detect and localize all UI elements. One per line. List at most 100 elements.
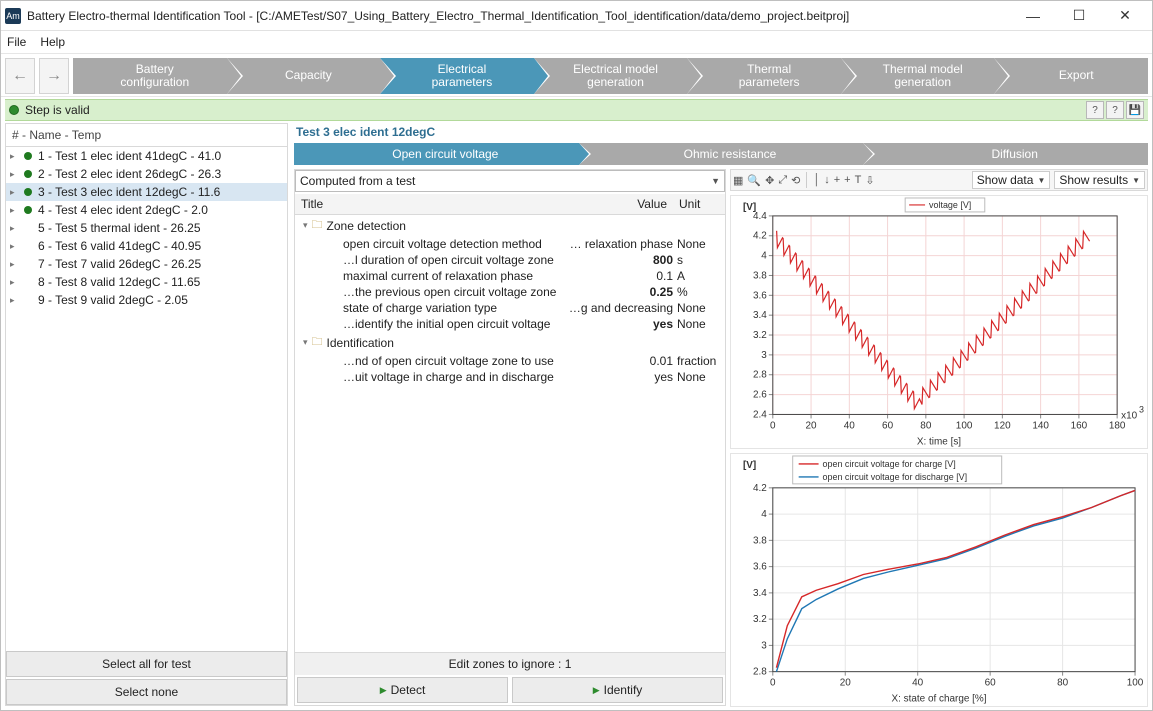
tool-cursor-h-icon[interactable]: ↓ bbox=[824, 174, 830, 186]
sidebar-item-0[interactable]: ▸1 - Test 1 elec ident 41degC - 41.0 bbox=[6, 147, 287, 165]
svg-text:3: 3 bbox=[1139, 404, 1144, 414]
tool-cursor-v-icon[interactable]: │ bbox=[813, 174, 820, 186]
minimize-button[interactable]: — bbox=[1010, 2, 1056, 30]
param-group[interactable]: ▾🗀Identification bbox=[295, 332, 725, 353]
source-dropdown[interactable]: Computed from a test ▼ bbox=[295, 170, 725, 192]
step-1[interactable]: Capacity bbox=[227, 58, 381, 94]
svg-text:3.4: 3.4 bbox=[753, 310, 767, 321]
tool-text-icon[interactable]: T bbox=[855, 174, 862, 186]
show-results-dropdown[interactable]: Show results▼ bbox=[1054, 171, 1145, 189]
status-text: Step is valid bbox=[25, 103, 90, 117]
svg-text:140: 140 bbox=[1032, 420, 1049, 431]
svg-text:open circuit voltage for charg: open circuit voltage for charge [V] bbox=[823, 459, 956, 469]
window-title: Battery Electro-thermal Identification T… bbox=[27, 9, 1010, 23]
svg-text:4.2: 4.2 bbox=[753, 483, 767, 494]
source-dropdown-label: Computed from a test bbox=[300, 174, 415, 188]
tool-reset-icon[interactable]: ⟲ bbox=[791, 174, 800, 187]
svg-text:2.8: 2.8 bbox=[753, 667, 767, 678]
sidebar-item-4[interactable]: ▸5 - Test 5 thermal ident - 26.25 bbox=[6, 219, 287, 237]
select-none-button[interactable]: Select none bbox=[6, 679, 287, 705]
step-next-button[interactable]: → bbox=[39, 58, 69, 94]
svg-text:40: 40 bbox=[844, 420, 856, 431]
chart-ocv-soc: 0204060801002.833.23.43.63.844.2[V]X: st… bbox=[730, 453, 1148, 707]
menubar: File Help bbox=[1, 31, 1152, 53]
sidebar-item-5[interactable]: ▸6 - Test 6 valid 41degC - 40.95 bbox=[6, 237, 287, 255]
svg-text:3.8: 3.8 bbox=[753, 536, 767, 547]
param-group[interactable]: ▾🗀Zone detection bbox=[295, 215, 725, 236]
chevron-down-icon: ▼ bbox=[711, 176, 720, 186]
param-row[interactable]: …nd of open circuit voltage zone to use0… bbox=[295, 353, 725, 369]
param-row[interactable]: …l duration of open circuit voltage zone… bbox=[295, 252, 725, 268]
step-5[interactable]: Thermal modelgeneration bbox=[841, 58, 995, 94]
detect-button[interactable]: ▶Detect bbox=[297, 677, 508, 703]
sidebar-item-3[interactable]: ▸4 - Test 4 elec ident 2degC - 2.0 bbox=[6, 201, 287, 219]
select-all-button[interactable]: Select all for test bbox=[6, 651, 287, 677]
param-row[interactable]: …the previous open circuit voltage zone0… bbox=[295, 284, 725, 300]
tool-parent-icon[interactable]: ▦ bbox=[733, 174, 743, 187]
param-row[interactable]: open circuit voltage detection method… r… bbox=[295, 236, 725, 252]
app-icon: Am bbox=[5, 8, 21, 24]
svg-text:open circuit voltage for disch: open circuit voltage for discharge [V] bbox=[823, 472, 968, 482]
subtab-0[interactable]: Open circuit voltage bbox=[294, 143, 579, 165]
maximize-button[interactable]: ☐ bbox=[1056, 2, 1102, 30]
svg-text:80: 80 bbox=[1057, 678, 1069, 689]
help-button-2[interactable]: ? bbox=[1106, 101, 1124, 119]
param-row[interactable]: state of charge variation type…g and dec… bbox=[295, 300, 725, 316]
step-4[interactable]: Thermalparameters bbox=[687, 58, 841, 94]
main-title: Test 3 elec ident 12degC bbox=[294, 123, 1148, 143]
svg-text:100: 100 bbox=[1127, 678, 1144, 689]
identify-button[interactable]: ▶Identify bbox=[512, 677, 723, 703]
sidebar-item-2[interactable]: ▸3 - Test 3 elec ident 12degC - 11.6 bbox=[6, 183, 287, 201]
svg-text:X: time [s]: X: time [s] bbox=[917, 436, 961, 447]
param-pane: Computed from a test ▼ Title Value Unit … bbox=[294, 169, 726, 706]
stepbar: ← → BatteryconfigurationCapacityElectric… bbox=[1, 53, 1152, 97]
sidebar-item-7[interactable]: ▸8 - Test 8 valid 12degC - 11.65 bbox=[6, 273, 287, 291]
tool-marker-plus2-icon[interactable]: + bbox=[844, 174, 850, 186]
param-row[interactable]: …identify the initial open circuit volta… bbox=[295, 316, 725, 332]
chart-pane: ▦ 🔍 ✥ ⤢ ⟲ │ ↓ + + T ⇩ Show data▼ bbox=[730, 169, 1148, 706]
tool-zoom-icon[interactable]: 🔍 bbox=[747, 174, 761, 187]
menu-file[interactable]: File bbox=[7, 35, 26, 49]
svg-text:4.2: 4.2 bbox=[753, 231, 767, 242]
main: Test 3 elec ident 12degC Open circuit vo… bbox=[294, 123, 1148, 706]
svg-text:60: 60 bbox=[882, 420, 894, 431]
svg-text:60: 60 bbox=[985, 678, 997, 689]
tool-fit-icon[interactable]: ⤢ bbox=[778, 174, 787, 187]
tool-marker-plus-icon[interactable]: + bbox=[834, 174, 840, 186]
step-6[interactable]: Export bbox=[994, 58, 1148, 94]
menu-help[interactable]: Help bbox=[40, 35, 65, 49]
step-2[interactable]: Electricalparameters bbox=[380, 58, 534, 94]
svg-text:3.6: 3.6 bbox=[753, 562, 767, 573]
step-0[interactable]: Batteryconfiguration bbox=[73, 58, 227, 94]
sidebar-item-6[interactable]: ▸7 - Test 7 valid 26degC - 26.25 bbox=[6, 255, 287, 273]
svg-text:20: 20 bbox=[806, 420, 818, 431]
param-row[interactable]: …uit voltage in charge and in dischargey… bbox=[295, 369, 725, 385]
svg-text:2.8: 2.8 bbox=[753, 370, 767, 381]
step-3[interactable]: Electrical modelgeneration bbox=[534, 58, 688, 94]
svg-text:3: 3 bbox=[761, 641, 767, 652]
sidebar-header: # - Name - Temp bbox=[6, 124, 287, 147]
edit-zones-button[interactable]: Edit zones to ignore : 1 bbox=[295, 653, 725, 675]
tool-pan-icon[interactable]: ✥ bbox=[765, 174, 774, 187]
save-button[interactable]: 💾 bbox=[1126, 101, 1144, 119]
param-row[interactable]: maximal current of relaxation phase0.1A bbox=[295, 268, 725, 284]
tool-export-icon[interactable]: ⇩ bbox=[865, 174, 874, 187]
subtab-1[interactable]: Ohmic resistance bbox=[579, 143, 864, 165]
step-prev-button[interactable]: ← bbox=[5, 58, 35, 94]
svg-text:0: 0 bbox=[770, 678, 776, 689]
svg-text:3.4: 3.4 bbox=[753, 588, 767, 599]
svg-text:3.8: 3.8 bbox=[753, 270, 767, 281]
svg-text:3.2: 3.2 bbox=[753, 330, 767, 341]
sidebar-item-8[interactable]: ▸9 - Test 9 valid 2degC - 2.05 bbox=[6, 291, 287, 309]
svg-text:120: 120 bbox=[994, 420, 1011, 431]
svg-text:4: 4 bbox=[761, 509, 767, 520]
show-data-dropdown[interactable]: Show data▼ bbox=[972, 171, 1051, 189]
sidebar-item-1[interactable]: ▸2 - Test 2 elec ident 26degC - 26.3 bbox=[6, 165, 287, 183]
sidebar-list: ▸1 - Test 1 elec ident 41degC - 41.0▸2 -… bbox=[6, 147, 287, 649]
svg-text:2.6: 2.6 bbox=[753, 390, 767, 401]
col-value: Value bbox=[563, 194, 673, 214]
close-button[interactable]: ✕ bbox=[1102, 2, 1148, 30]
subtab-2[interactable]: Diffusion bbox=[863, 143, 1148, 165]
help-button-1[interactable]: ? bbox=[1086, 101, 1104, 119]
col-title: Title bbox=[295, 194, 563, 214]
